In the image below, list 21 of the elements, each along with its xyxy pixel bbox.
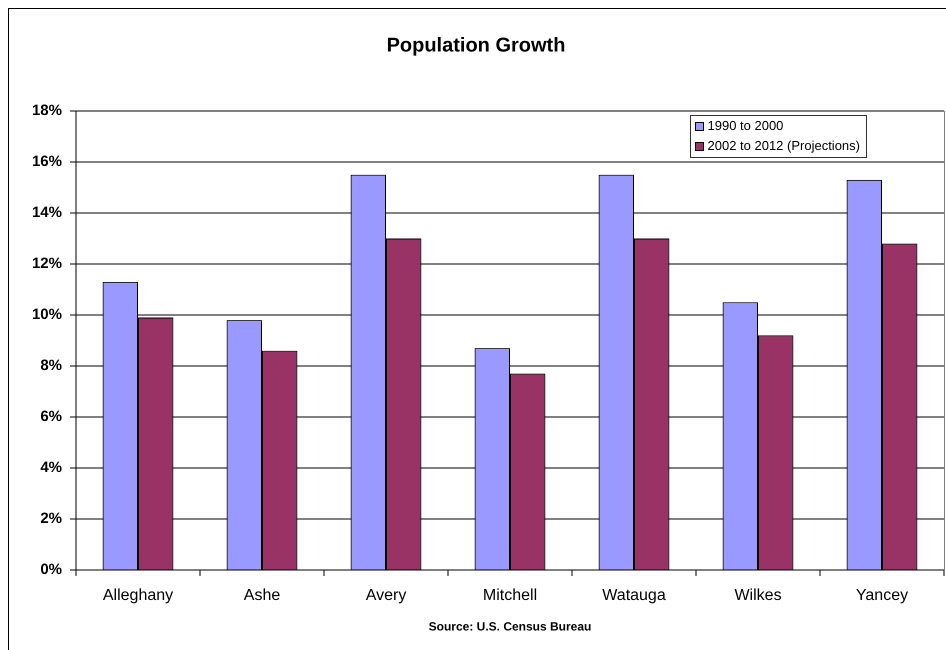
x-tick-label: Yancey (856, 587, 908, 604)
x-tick-label: Watauga (602, 587, 666, 604)
x-tick-label: Mitchell (482, 587, 538, 604)
y-tick-label: 0% (40, 561, 62, 578)
y-tick-label: 2% (40, 510, 62, 528)
y-tick-label: 14% (32, 204, 62, 222)
y-tick-label: 18% (32, 102, 62, 120)
y-tick-label: 4% (40, 459, 62, 476)
x-tick-label: Avery (366, 587, 406, 604)
x-tick-label: Ashe (244, 587, 280, 604)
x-tick-label: Alleghany (102, 587, 174, 604)
y-tick-label: 8% (40, 357, 62, 374)
y-tick-label: 16% (32, 153, 62, 170)
y-tick-label: 10% (32, 306, 62, 324)
source-note: Source: U.S. Census Bureau (428, 619, 592, 634)
chart-title: Population Growth (386, 34, 566, 57)
y-tick-label: 6% (40, 408, 62, 426)
x-tick-label: Wilkes (734, 587, 782, 604)
legend-label: 1990 to 2000 (708, 118, 784, 134)
legend-label: 2002 to 2012 (Projections) (708, 138, 860, 154)
y-tick-label: 12% (32, 255, 62, 272)
